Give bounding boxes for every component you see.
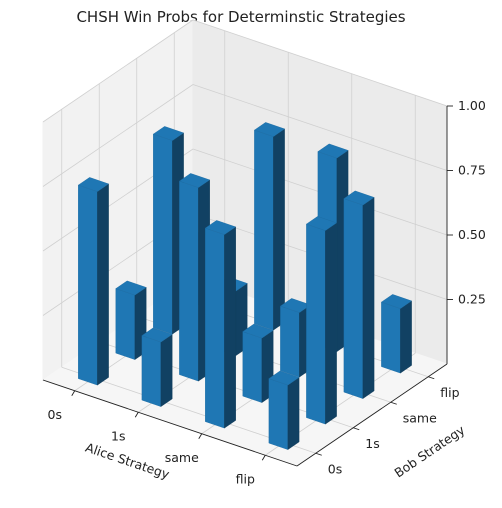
z-tick-label-0: 0.25 (458, 292, 486, 307)
bar-flip-0s (268, 370, 300, 450)
x-axis-line (42, 379, 298, 467)
bar-top-face (268, 370, 300, 386)
z-gridline-left-2 (42, 84, 194, 187)
bar-flip-1s (305, 216, 338, 425)
bar-top-face (242, 323, 274, 339)
y-axis-label: Bob Strategy (391, 422, 467, 481)
bar-0s-0s (77, 177, 110, 386)
bar-top-face (305, 216, 338, 231)
bar-top-face (77, 177, 110, 192)
bar-front-face (280, 305, 300, 378)
bar-front-face (242, 331, 263, 403)
z-gridline-back-2 (192, 84, 448, 171)
z-tick-label-1: 0.50 (458, 227, 486, 242)
bar-front-face (205, 227, 225, 429)
bar-side-face (400, 300, 412, 374)
bar-top-face (317, 143, 349, 159)
y-tick-label-0s: 0s (328, 461, 342, 476)
x-tick-mark-0 (71, 390, 76, 396)
bar-front-face (141, 335, 162, 407)
bar-front-face (381, 301, 401, 374)
y-tick-mark-2 (390, 401, 397, 405)
bar-front-face (268, 378, 289, 450)
x-tick-mark-3 (261, 455, 266, 461)
x-axis-label: Alice Strategy (84, 440, 172, 482)
bar-side-face (273, 128, 285, 331)
bar-top-face (380, 294, 413, 309)
x-tick-label-1s: 1s (111, 428, 125, 443)
bar-same-0s (204, 220, 237, 429)
x-tick-mark-1 (134, 412, 139, 418)
bars-group (77, 122, 413, 450)
bar-front-face (115, 288, 136, 360)
y-tick-label-same: same (403, 410, 437, 425)
bar-flip-same (343, 190, 375, 399)
x-tick-label-same: same (165, 450, 199, 465)
chart-title: CHSH Win Probs for Determinstic Strategi… (76, 8, 405, 26)
y-tick-label-flip: flip (440, 385, 459, 400)
bar-side-face (97, 183, 109, 386)
bar-0s-1s (115, 280, 147, 360)
bar-0s-same (152, 126, 185, 335)
y-tick-mark-3 (428, 376, 435, 380)
bar-front-face (306, 223, 326, 425)
bar-top-face (152, 126, 185, 141)
bar-1s-0s (141, 327, 173, 407)
bar-side-face (362, 197, 375, 399)
z-gridline-left-3 (42, 19, 194, 123)
y-tick-mark-0 (315, 452, 322, 456)
bar-same-1s (242, 323, 274, 403)
bar-front-face (179, 180, 199, 382)
bar-side-face (287, 377, 300, 450)
y-axis-line (296, 363, 448, 467)
z-gridline-back-3 (192, 19, 448, 107)
bar-top-face (115, 280, 147, 296)
bar-top-face (204, 220, 237, 235)
bar-top-face (178, 173, 211, 188)
bar-front-face (78, 184, 98, 386)
bar-front-face (153, 133, 173, 335)
x-tick-label-0s: 0s (48, 407, 62, 422)
bar-top-face (343, 190, 375, 206)
z-tick-label-3: 1.00 (458, 98, 486, 113)
x-tick-label-flip: flip (236, 471, 255, 486)
bar-side-face (160, 334, 173, 407)
bar-top-face (253, 122, 286, 137)
y-tick-label-1s: 1s (365, 436, 379, 451)
bar-side-face (325, 222, 337, 425)
bar-1s-flip (253, 122, 286, 331)
bar-same-same (279, 298, 312, 378)
axes-lines-and-ticks (42, 105, 453, 467)
x-tick-mark-2 (198, 433, 203, 439)
bar-flip-flip (380, 294, 413, 374)
bar-front-face (343, 198, 364, 399)
bar-top-face (141, 327, 173, 343)
bar-front-face (254, 129, 274, 331)
y-tick-mark-1 (353, 427, 360, 431)
z-tick-label-2: 0.75 (458, 163, 486, 178)
bar-side-face (224, 226, 236, 429)
